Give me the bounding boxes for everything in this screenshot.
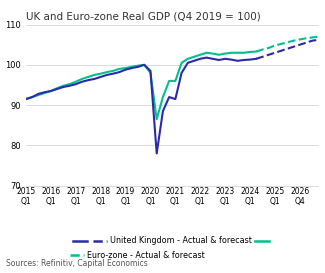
- Text: Sources: Refinitiv, Capital Economics: Sources: Refinitiv, Capital Economics: [6, 259, 148, 268]
- Legend: Euro-zone - Actual & forecast: Euro-zone - Actual & forecast: [67, 248, 208, 263]
- Text: UK and Euro-zone Real GDP (Q4 2019 = 100): UK and Euro-zone Real GDP (Q4 2019 = 100…: [26, 11, 261, 21]
